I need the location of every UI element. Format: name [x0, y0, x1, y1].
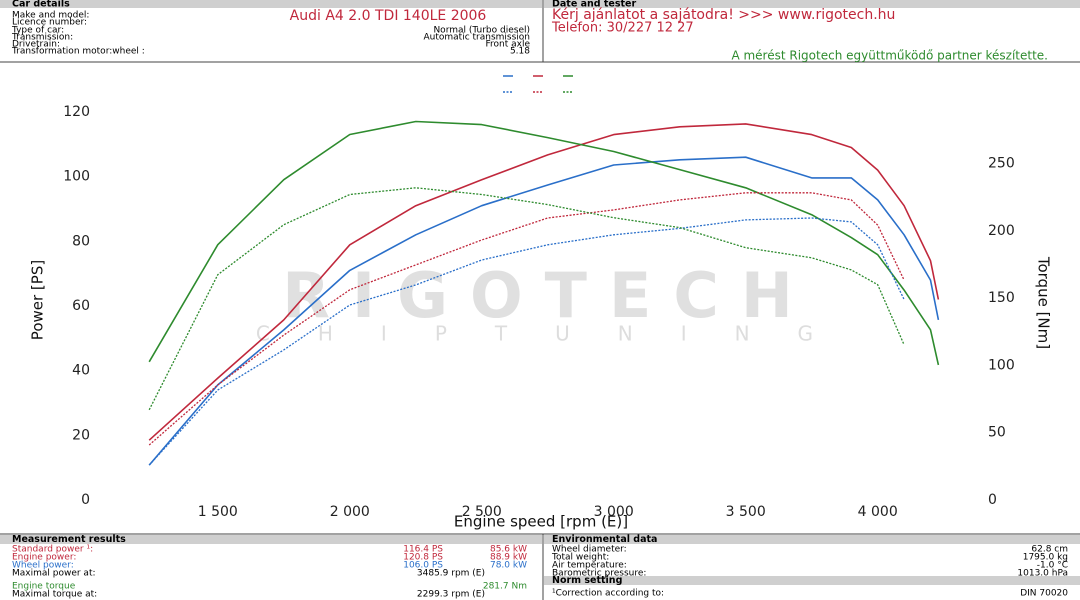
note-text: A mérést Rigotech együttműködő partner k… [731, 49, 1048, 63]
y2-tick-label: 200 [988, 223, 1015, 239]
result-label: Maximal power at: [12, 569, 96, 579]
section-bar [544, 0, 1080, 8]
field-label: Transformation motor:wheel : [11, 47, 145, 57]
y2-tick-label: 100 [988, 357, 1015, 373]
y2-tick-label: 250 [988, 156, 1015, 172]
series-line [148, 156, 940, 466]
y-tick-label: 0 [81, 492, 90, 508]
env-value: 62.8 cm [1031, 545, 1068, 555]
watermark: RIGOTECH [282, 259, 814, 332]
result-value: 88.9 kW [490, 553, 527, 563]
series-line [148, 192, 905, 446]
y2-tick-label: 50 [988, 425, 1006, 441]
section-title: Environmental data [552, 534, 657, 545]
norm-label: ¹Correction according to: [552, 589, 664, 599]
offer-text: Kérj ajánlatot a sajátodra! >>> www.rigo… [552, 7, 895, 23]
field-label: Drivetrain: [12, 40, 60, 50]
section-bar [0, 0, 542, 8]
env-value: 1795.0 kg [1023, 553, 1068, 563]
result-value: 3485.9 rpm (E) [417, 569, 485, 579]
x-tick-label: 3 000 [594, 504, 634, 520]
y2-tick-label: 0 [988, 492, 997, 508]
result-value: 2299.3 rpm (E) [417, 590, 485, 600]
y2-tick-label: 150 [988, 290, 1015, 306]
x-tick-label: 3 500 [726, 504, 766, 520]
norm-value: DIN 70020 [1020, 589, 1068, 599]
watermark: CHIPTUNING [256, 322, 861, 346]
result-label: Engine power: [12, 553, 76, 563]
section-title: Date and tester [552, 0, 636, 10]
result-value: 85.6 kW [490, 545, 527, 555]
series-line [148, 123, 940, 441]
section-bar [544, 535, 1080, 544]
x-axis-label: Engine speed [rpm (E)] [454, 513, 628, 531]
x-tick-label: 2 500 [462, 504, 502, 520]
section-bar [0, 535, 542, 544]
field-value: Front axle [485, 40, 530, 50]
result-label: Maximal torque at: [12, 590, 97, 600]
env-label: Wheel diameter: [552, 545, 627, 555]
x-tick-label: 4 000 [858, 504, 898, 520]
field-label: Licence number: [12, 18, 87, 28]
section-title: Norm setting [552, 575, 622, 586]
section-title: Car details [12, 0, 70, 10]
result-label: Wheel power: [12, 561, 74, 571]
field-label: Make and model: [12, 11, 89, 21]
x-tick-label: 2 000 [330, 504, 370, 520]
result-label: Engine torque [12, 582, 76, 592]
phone-text: Telefon: 30/227 12 27 [551, 21, 694, 36]
y-tick-label: 40 [72, 363, 90, 379]
field-value: Automatic transmission [423, 33, 530, 43]
y-tick-label: 120 [63, 104, 90, 120]
series-line [148, 217, 905, 466]
field-label: Transmission: [11, 33, 73, 43]
env-label: Total weight: [551, 553, 609, 563]
y-tick-label: 100 [63, 169, 90, 185]
env-value: 1013.0 hPa [1017, 569, 1068, 579]
env-label: Barometric pressure: [552, 569, 646, 579]
result-value: 78.0 kW [490, 561, 527, 571]
y-axis-label: Power [PS] [29, 260, 47, 340]
y2-axis-label: Torque [Nm] [1035, 256, 1053, 349]
result-label: Standard power ¹: [12, 545, 93, 555]
model-value: Audi A4 2.0 TDI 140LE 2006 [290, 8, 487, 24]
env-value: -1.0 °C [1037, 561, 1068, 571]
section-bar [544, 576, 1080, 585]
result-value: 116.4 PS [403, 545, 443, 555]
result-value: 106.0 PS [403, 561, 443, 571]
result-value: 120.8 PS [403, 553, 443, 563]
field-value: Normal (Turbo diesel) [433, 26, 530, 36]
result-value: 281.7 Nm [483, 582, 527, 592]
y-tick-label: 20 [72, 427, 90, 443]
x-tick-label: 1 500 [198, 504, 238, 520]
section-title: Measurement results [12, 534, 126, 545]
series-line [148, 187, 905, 411]
field-value: 5.18 [510, 47, 530, 57]
field-label: Type of car: [11, 26, 64, 36]
y-tick-label: 60 [72, 298, 90, 314]
y-tick-label: 80 [72, 233, 90, 249]
env-label: Air temperature: [552, 561, 627, 571]
